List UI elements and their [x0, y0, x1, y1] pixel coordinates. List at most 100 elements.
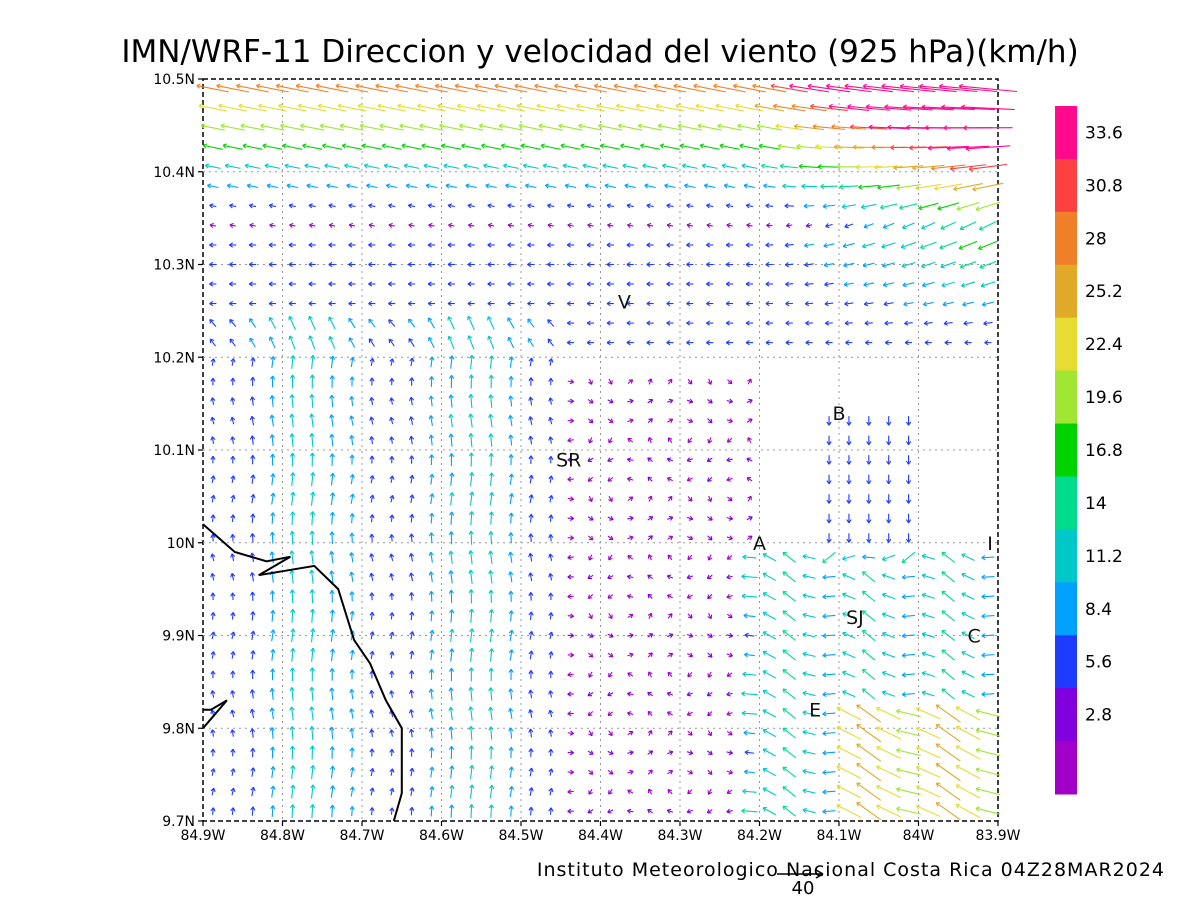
wind-arrow: [250, 786, 256, 797]
wind-arrow: [905, 474, 912, 485]
wind-arrow: [826, 455, 832, 465]
wind-arrow: [349, 415, 355, 426]
wind-arrow: [975, 767, 1001, 776]
wind-arrow: [836, 804, 862, 818]
wind-arrow: [381, 143, 402, 150]
wind-arrow: [824, 320, 833, 326]
wind-arrow: [961, 592, 975, 601]
wind-arrow: [607, 418, 614, 423]
wind-arrow: [784, 242, 794, 248]
wind-arrow: [940, 261, 956, 269]
wind-arrow: [449, 784, 455, 799]
wind-arrow: [912, 164, 945, 171]
wind-arrow: [825, 339, 833, 346]
wind-arrow: [844, 83, 893, 93]
wind-arrow: [448, 745, 455, 760]
wind-arrow: [802, 612, 816, 618]
wind-arrow: [627, 672, 634, 677]
wind-arrow: [369, 709, 375, 718]
wind-arrow: [290, 765, 296, 779]
wind-arrow: [905, 513, 912, 524]
wind-arrow: [289, 550, 295, 565]
wind-arrow: [324, 163, 340, 169]
wind-arrow: [496, 103, 526, 112]
wind-arrow: [566, 242, 575, 248]
wind-arrow: [881, 242, 896, 249]
wind-arrow: [349, 766, 355, 778]
wind-arrow: [944, 339, 952, 346]
wind-arrow: [405, 183, 418, 189]
wind-arrow: [368, 318, 376, 328]
wind-arrow: [548, 729, 554, 737]
wind-arrow: [741, 593, 758, 599]
wind-arrow: [880, 203, 898, 210]
wind-arrow: [903, 301, 914, 307]
wind-arrow: [488, 531, 494, 545]
wind-arrow: [329, 765, 336, 779]
wind-arrow: [607, 711, 614, 716]
wind-arrow: [508, 727, 514, 739]
wind-arrow: [961, 572, 975, 581]
wind-arrow: [804, 301, 814, 307]
wind-arrow: [666, 808, 674, 814]
wind-arrow: [487, 281, 495, 287]
wind-arrow: [707, 495, 713, 503]
wind-arrow: [468, 511, 475, 526]
wind-arrow: [249, 533, 256, 543]
wind-arrow: [289, 687, 295, 701]
wind-arrow: [574, 83, 607, 93]
wind-arrow: [388, 261, 396, 268]
wind-arrow: [528, 396, 534, 406]
wind-arrow: [627, 730, 634, 736]
wind-arrow: [762, 689, 777, 699]
wind-arrow: [921, 671, 935, 677]
wind-arrow: [726, 574, 733, 580]
wind-arrow: [250, 806, 256, 816]
wind-arrow: [427, 242, 436, 248]
wind-arrow: [328, 316, 336, 330]
wind-arrow: [640, 143, 661, 150]
wind-arrow: [468, 413, 474, 428]
wind-arrow: [468, 725, 474, 741]
wind-arrow: [548, 553, 554, 561]
wind-arrow: [955, 764, 981, 780]
wind-arrow: [782, 590, 796, 602]
wind-arrow: [567, 457, 574, 463]
wind-arrow: [701, 163, 718, 169]
wind-arrow: [249, 572, 256, 582]
wind-arrow: [447, 242, 455, 248]
wind-arrow: [270, 805, 276, 817]
wind-arrow: [348, 337, 356, 348]
wind-arrow: [210, 514, 216, 522]
wind-arrow: [686, 242, 694, 248]
wind-arrow: [588, 613, 593, 620]
wind-arrow: [831, 124, 867, 130]
colorbar-label: 5.6: [1085, 653, 1112, 673]
map-title: IMN/WRF-11 Direccion y velocidad del vie…: [121, 34, 1078, 70]
wind-arrow: [389, 416, 395, 425]
wind-arrow: [476, 103, 506, 112]
wind-arrow: [567, 789, 574, 795]
wind-arrow: [427, 317, 436, 329]
wind-arrow: [935, 802, 961, 821]
wind-arrow: [842, 631, 856, 639]
wind-arrow: [329, 804, 335, 818]
wind-arrow: [707, 769, 713, 775]
wind-arrow: [726, 222, 733, 229]
wind-arrow: [250, 513, 256, 523]
wind-arrow: [369, 572, 375, 581]
wind-arrow: [249, 689, 256, 699]
wind-arrow: [707, 378, 713, 385]
wind-arrow: [224, 163, 241, 169]
wind-arrow: [726, 711, 733, 717]
wind-arrow: [822, 730, 836, 736]
wind-arrow: [924, 339, 932, 346]
wind-arrow: [429, 610, 435, 622]
wind-arrow: [646, 320, 654, 326]
wind-arrow: [448, 726, 454, 740]
wind-arrow: [802, 807, 816, 814]
wind-arrow: [329, 453, 335, 466]
wind-arrow: [309, 569, 315, 584]
wind-arrow: [723, 183, 736, 189]
wind-arrow: [348, 300, 356, 307]
